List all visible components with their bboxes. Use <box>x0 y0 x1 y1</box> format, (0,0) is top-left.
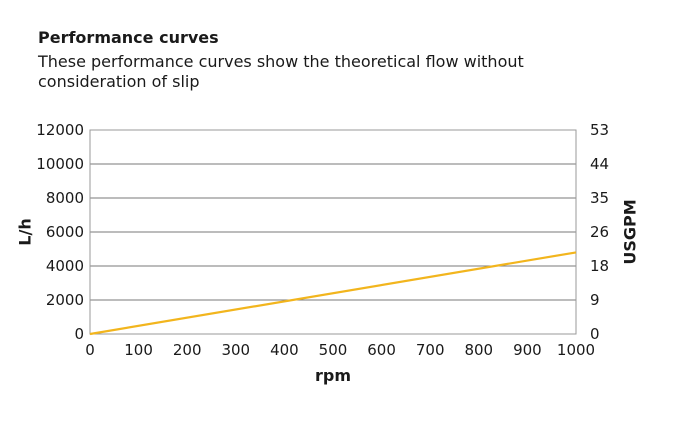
x-tick-label: 200 <box>173 341 202 359</box>
y2-tick-label: 26 <box>590 223 609 241</box>
plot-frame <box>89 129 577 335</box>
y2-tick-label: 35 <box>590 189 609 207</box>
y-tick-label: 12000 <box>36 121 84 139</box>
y2-tick-label: 44 <box>590 155 609 173</box>
x-tick-label: 800 <box>464 341 493 359</box>
y-tick-label: 6000 <box>46 223 84 241</box>
y-tick-label: 10000 <box>36 155 84 173</box>
y-axis-label: L/h <box>16 218 35 245</box>
series-line <box>89 251 577 336</box>
y2-tick-label: 0 <box>590 325 600 343</box>
x-tick-label: 700 <box>416 341 445 359</box>
series-lines <box>89 251 577 336</box>
y-tick-label: 4000 <box>46 257 84 275</box>
x-tick-label: 100 <box>124 341 153 359</box>
x-tick-label: 600 <box>367 341 396 359</box>
y-tick-label: 2000 <box>46 291 84 309</box>
x-axis-label: rpm <box>315 366 351 385</box>
x-tick-label: 400 <box>270 341 299 359</box>
y-axis-ticks: 0 2000 4000 6000 8000 10000 12000 <box>36 121 84 343</box>
chart-subtitle: These performance curves show the theore… <box>38 52 524 91</box>
y-tick-label: 0 <box>74 325 84 343</box>
y-tick-label: 8000 <box>46 189 84 207</box>
y2-tick-label: 18 <box>590 257 609 275</box>
y2-axis-label: USGPM <box>621 199 640 264</box>
x-axis-ticks: 0 100 200 300 400 500 600 700 800 900 1000 <box>85 341 595 359</box>
x-tick-label: 900 <box>513 341 542 359</box>
chart-title: Performance curves <box>38 28 219 47</box>
y2-tick-label: 9 <box>590 291 600 309</box>
x-tick-label: 500 <box>319 341 348 359</box>
x-tick-label: 1000 <box>557 341 595 359</box>
x-tick-label: 0 <box>85 341 95 359</box>
x-tick-label: 300 <box>221 341 250 359</box>
y2-tick-label: 53 <box>590 121 609 139</box>
grid-lines <box>90 163 576 301</box>
y2-axis-ticks: 0 9 18 26 35 44 53 <box>590 121 609 343</box>
